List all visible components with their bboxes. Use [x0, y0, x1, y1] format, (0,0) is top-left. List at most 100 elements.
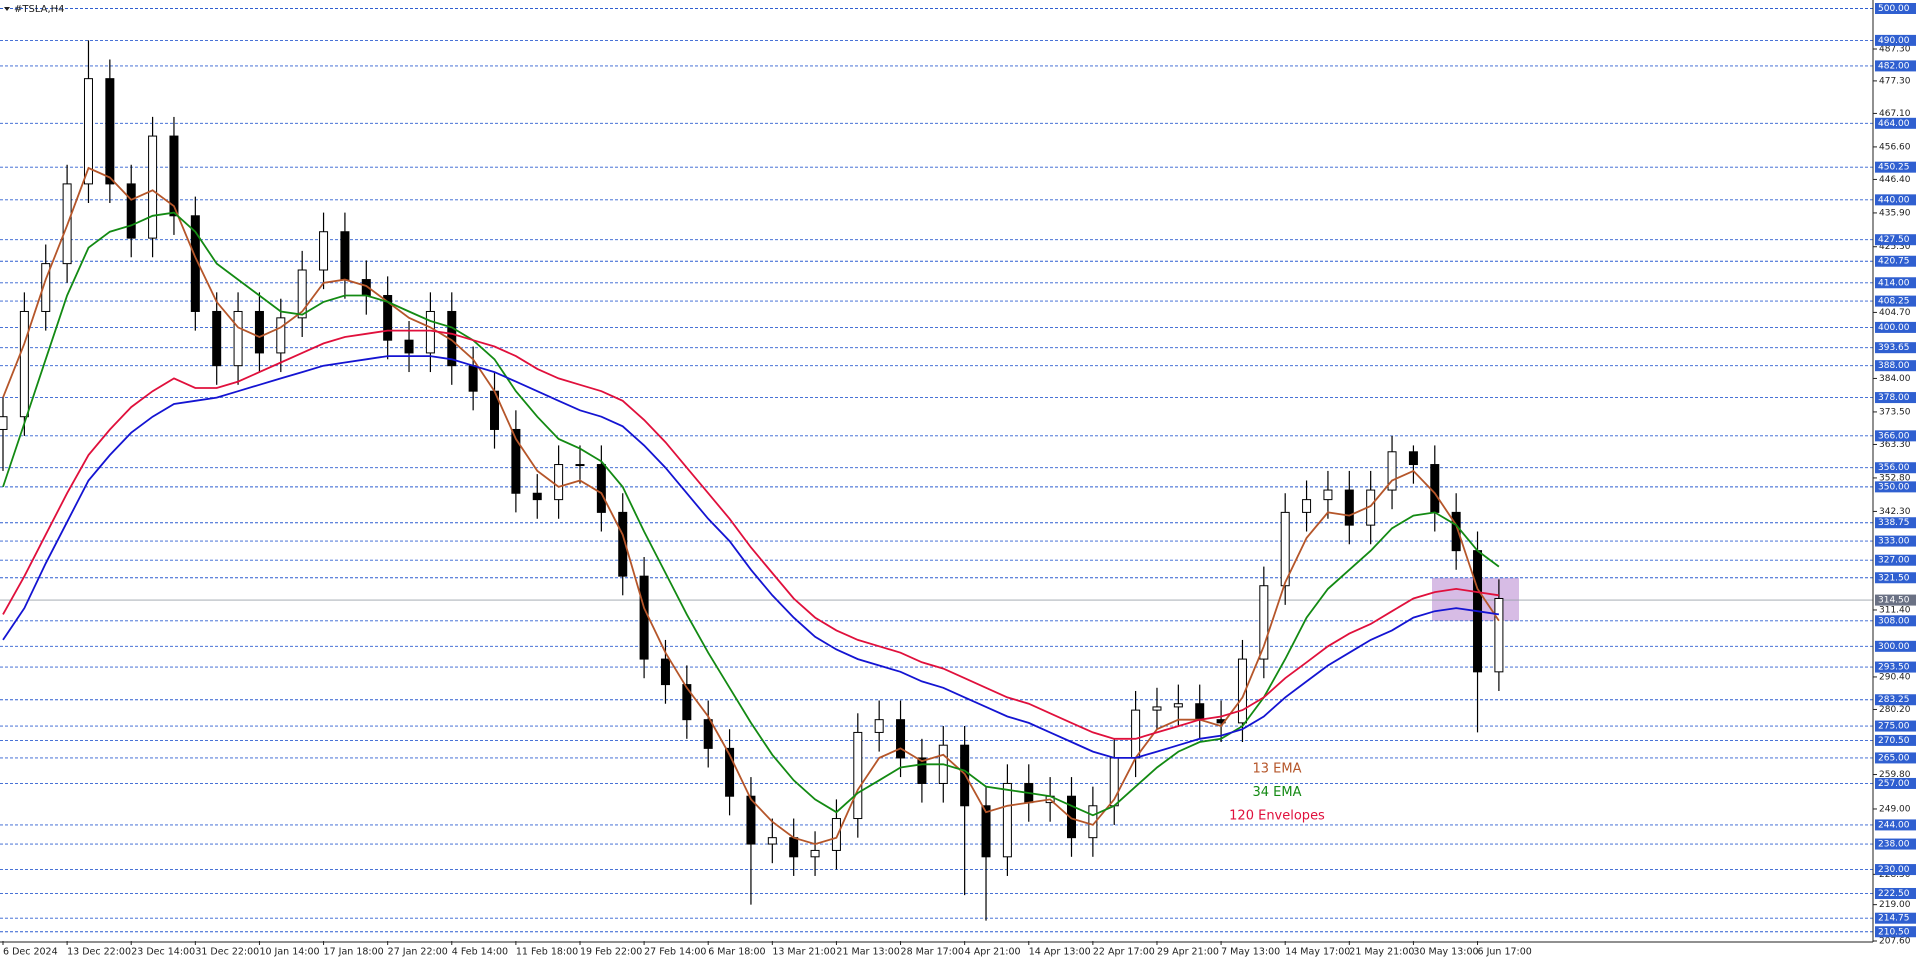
y-tick-label: 363.30: [1879, 440, 1911, 450]
level-label: 338.75: [1878, 518, 1910, 528]
candle-body: [41, 263, 51, 312]
candle-body: [1237, 658, 1247, 724]
candle-body: [831, 818, 841, 851]
level-label-box: [1875, 295, 1916, 307]
candle-body: [746, 795, 756, 845]
level-label-box: [1875, 277, 1916, 289]
y-tick-label: 249.00: [1879, 804, 1911, 814]
level-label: 427.50: [1878, 235, 1910, 245]
indicator-label: 120 Envelopes: [1229, 809, 1325, 824]
level-label-box: [1875, 661, 1916, 673]
level-label-box: [1875, 392, 1916, 404]
y-tick-label: 373.50: [1879, 407, 1911, 417]
level-label: 482.00: [1878, 61, 1910, 71]
indicator-layer: 13 EMA 34 EMA 120 Envelopes: [2, 166, 1500, 846]
x-tick-label: 14 May 17:00: [1285, 947, 1350, 958]
level-label-box: [1875, 554, 1916, 566]
candle-body: [596, 464, 606, 513]
candle-body: [425, 310, 435, 354]
level-label-box: [1875, 60, 1916, 72]
candle-body: [1259, 585, 1269, 660]
level-label: 350.00: [1878, 482, 1910, 492]
candle-body: [276, 317, 286, 354]
x-tick-label: 14 Apr 13:00: [1029, 947, 1091, 958]
x-tick-label: 21 Mar 13:00: [836, 947, 899, 958]
y-tick-label: 280.20: [1879, 705, 1911, 715]
candle-body: [0, 416, 8, 430]
x-tick-label: 19 Feb 22:00: [580, 947, 642, 958]
level-label-box: [1875, 255, 1916, 267]
x-tick-label: 21 May 21:00: [1349, 947, 1414, 958]
x-tick-label: 30 May 13:00: [1413, 947, 1478, 958]
candle-body: [1088, 805, 1098, 839]
candle-body: [1280, 511, 1290, 587]
x-tick-label: 27 Feb 14:00: [644, 947, 706, 958]
level-label-box: [1875, 161, 1916, 173]
y-tick-label: 207.60: [1879, 937, 1911, 947]
candle-body: [874, 719, 884, 733]
x-tick-label: 4 Feb 14:00: [452, 947, 508, 958]
candle-body: [1387, 451, 1397, 491]
x-tick-label: 27 Jan 22:00: [388, 947, 448, 958]
candle-body: [1002, 782, 1012, 858]
level-label: 210.50: [1878, 927, 1910, 937]
candle-body: [1067, 795, 1076, 839]
level-label: 238.00: [1878, 840, 1910, 850]
y-tick-label: 311.40: [1879, 605, 1911, 615]
candle-body: [1195, 703, 1205, 721]
level-label: 450.25: [1878, 163, 1910, 173]
candle-body: [1408, 451, 1418, 466]
level-label: 420.75: [1878, 257, 1910, 267]
level-label: 393.65: [1878, 343, 1910, 353]
candle-body: [340, 231, 350, 281]
candle-body: [1302, 499, 1312, 513]
level-label-box: [1875, 752, 1916, 764]
indicator-line: [2, 329, 1500, 740]
x-tick-label: 13 Mar 21:00: [772, 947, 835, 958]
level-label: 293.50: [1878, 663, 1910, 673]
menu-triangle[interactable]: [4, 7, 10, 11]
level-label: 265.00: [1878, 753, 1910, 763]
x-tick-label: 4 Apr 21:00: [965, 947, 1021, 958]
level-label: 414.00: [1878, 278, 1910, 288]
level-label: 214.75: [1878, 914, 1910, 924]
level-label: 464.00: [1878, 119, 1910, 129]
current-price-box: [1875, 594, 1916, 606]
level-label: 308.00: [1878, 616, 1910, 626]
level-label-box: [1875, 572, 1916, 584]
level-label: 275.00: [1878, 722, 1910, 732]
level-label-box: [1875, 864, 1916, 876]
level-label-box: [1875, 887, 1916, 899]
candle-body: [575, 464, 585, 467]
candle-body: [1344, 489, 1354, 526]
y-tick-label: 384.00: [1879, 374, 1911, 384]
x-tick-label: 13 Dec 22:00: [67, 947, 131, 958]
candle-body: [254, 310, 264, 354]
level-label-box: [1875, 342, 1916, 354]
indicator-label: 34 EMA: [1253, 785, 1302, 800]
level-label: 283.25: [1878, 695, 1910, 705]
level-label: 333.00: [1878, 537, 1910, 547]
level-label-box: [1875, 517, 1916, 529]
y-tick-label: 477.30: [1879, 76, 1911, 86]
y-tick-label: 487.30: [1879, 45, 1911, 55]
chart-title: #TSLA,H4: [14, 4, 65, 15]
level-label-box: [1875, 838, 1916, 850]
candle-body: [703, 719, 713, 749]
candle-body: [511, 428, 521, 494]
candle-body: [1430, 464, 1440, 513]
candle-body: [554, 464, 564, 501]
candle-body: [917, 757, 927, 784]
level-label: 321.50: [1878, 573, 1910, 583]
level-label: 440.00: [1878, 195, 1910, 205]
candle-body: [853, 731, 863, 820]
level-label: 230.00: [1878, 865, 1910, 875]
y-tick-label: 467.10: [1879, 109, 1911, 119]
level-label: 400.00: [1878, 323, 1910, 333]
x-tick-label: 6 Jun 17:00: [1478, 947, 1532, 958]
y-tick-label: 404.70: [1879, 308, 1911, 318]
level-label: 270.50: [1878, 736, 1910, 746]
level-label-box: [1875, 3, 1916, 14]
candle-body: [148, 135, 158, 239]
x-tick-label: 28 Mar 17:00: [901, 947, 964, 958]
